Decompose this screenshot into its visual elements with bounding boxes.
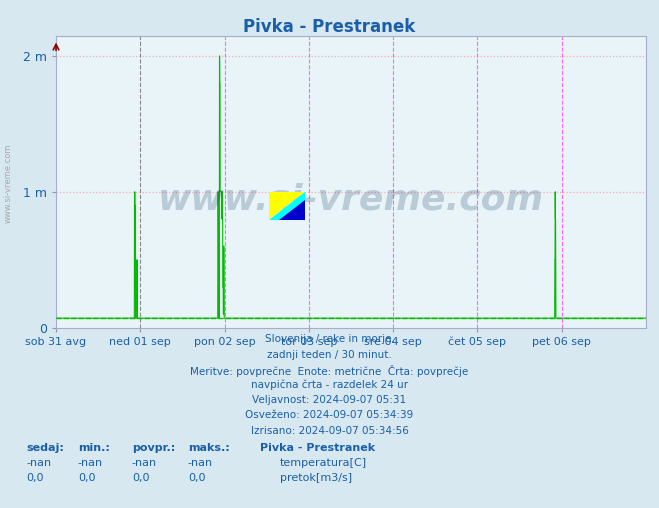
Text: -nan: -nan: [26, 458, 51, 468]
Text: -nan: -nan: [132, 458, 157, 468]
Text: zadnji teden / 30 minut.: zadnji teden / 30 minut.: [267, 350, 392, 360]
Text: Osveženo: 2024-09-07 05:34:39: Osveženo: 2024-09-07 05:34:39: [245, 410, 414, 421]
Text: Pivka - Prestranek: Pivka - Prestranek: [260, 443, 376, 453]
Polygon shape: [269, 192, 304, 219]
Text: navpična črta - razdelek 24 ur: navpična črta - razdelek 24 ur: [251, 380, 408, 391]
Text: -nan: -nan: [78, 458, 103, 468]
Polygon shape: [279, 200, 304, 219]
Text: Slovenija / reke in morje.: Slovenija / reke in morje.: [264, 334, 395, 344]
Polygon shape: [269, 192, 304, 219]
Text: pretok[m3/s]: pretok[m3/s]: [280, 473, 352, 484]
Text: sedaj:: sedaj:: [26, 443, 64, 453]
Text: Meritve: povprečne  Enote: metrične  Črta: povprečje: Meritve: povprečne Enote: metrične Črta:…: [190, 365, 469, 377]
Text: min.:: min.:: [78, 443, 109, 453]
Text: www.si-vreme.com: www.si-vreme.com: [158, 182, 544, 216]
Text: Izrisano: 2024-09-07 05:34:56: Izrisano: 2024-09-07 05:34:56: [250, 426, 409, 436]
Text: 0,0: 0,0: [78, 473, 96, 484]
Text: Veljavnost: 2024-09-07 05:31: Veljavnost: 2024-09-07 05:31: [252, 395, 407, 405]
Text: maks.:: maks.:: [188, 443, 229, 453]
Text: 0,0: 0,0: [26, 473, 44, 484]
Text: Pivka - Prestranek: Pivka - Prestranek: [243, 18, 416, 36]
Text: povpr.:: povpr.:: [132, 443, 175, 453]
Text: www.si-vreme.com: www.si-vreme.com: [4, 143, 13, 223]
Text: 0,0: 0,0: [132, 473, 150, 484]
Text: temperatura[C]: temperatura[C]: [280, 458, 367, 468]
Text: -nan: -nan: [188, 458, 213, 468]
Text: 0,0: 0,0: [188, 473, 206, 484]
